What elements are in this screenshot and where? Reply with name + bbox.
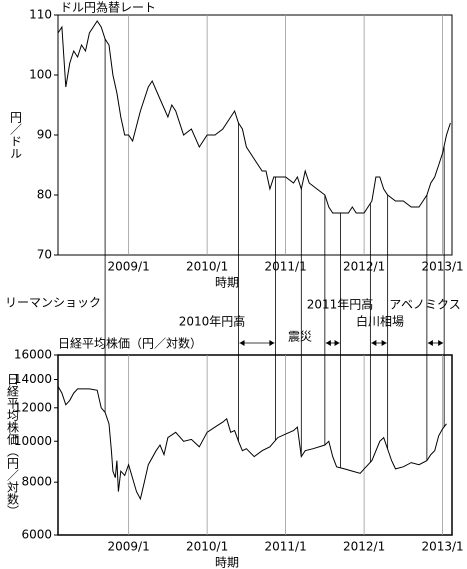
x-axis-label: 時期 [215, 276, 239, 290]
data-line [57, 20, 451, 214]
y-tick-label: 110 [29, 8, 52, 22]
x-tick-label: 2013/1 [421, 260, 463, 274]
x-tick-label: 2011/1 [265, 260, 307, 274]
y-axis-label: 日経平均株価（円／対数） [6, 373, 20, 517]
y-tick-label: 10000 [14, 434, 52, 448]
event-label: 震災 [288, 330, 312, 344]
arrow-head [325, 340, 340, 346]
data-line [57, 385, 447, 501]
x-axis-label: 時期 [215, 556, 239, 569]
x-tick-label: 2009/1 [108, 260, 150, 274]
y-tick-label: 80 [37, 188, 52, 202]
x-tick-label: 2010/1 [186, 260, 228, 274]
arrow-head [427, 340, 444, 346]
arrow-head [371, 340, 387, 346]
x-tick-label: 2011/1 [265, 540, 307, 554]
event-label: 2010年円高 [179, 314, 246, 329]
plot-frame [57, 14, 453, 256]
x-tick-label: 2009/1 [108, 540, 150, 554]
event-label: アベノミクス [389, 298, 460, 312]
x-tick-label: 2012/1 [343, 260, 385, 274]
y-tick-label: 90 [37, 128, 52, 142]
event-label: 2011年円高 [307, 297, 374, 312]
y-axis-label: 円／ドル [9, 111, 23, 159]
y-tick-label: 12000 [14, 400, 52, 414]
y-tick-label: 70 [37, 248, 52, 262]
chart-title: ドル円為替レート [60, 1, 156, 15]
x-tick-label: 2010/1 [186, 540, 228, 554]
plot-frame [57, 354, 453, 536]
y-tick-label: 16000 [14, 348, 52, 362]
y-tick-label: 100 [29, 68, 52, 82]
y-tick-label: 8000 [21, 475, 52, 489]
y-tick-label: 14000 [14, 372, 52, 386]
event-label: 白川相場 [356, 314, 404, 329]
y-tick-label: 6000 [21, 528, 52, 542]
x-tick-label: 2012/1 [343, 540, 385, 554]
x-tick-label: 2013/1 [421, 540, 463, 554]
chart-title: 日経平均株価（円／対数） [58, 336, 202, 351]
event-label: リーマンショック [5, 296, 101, 310]
